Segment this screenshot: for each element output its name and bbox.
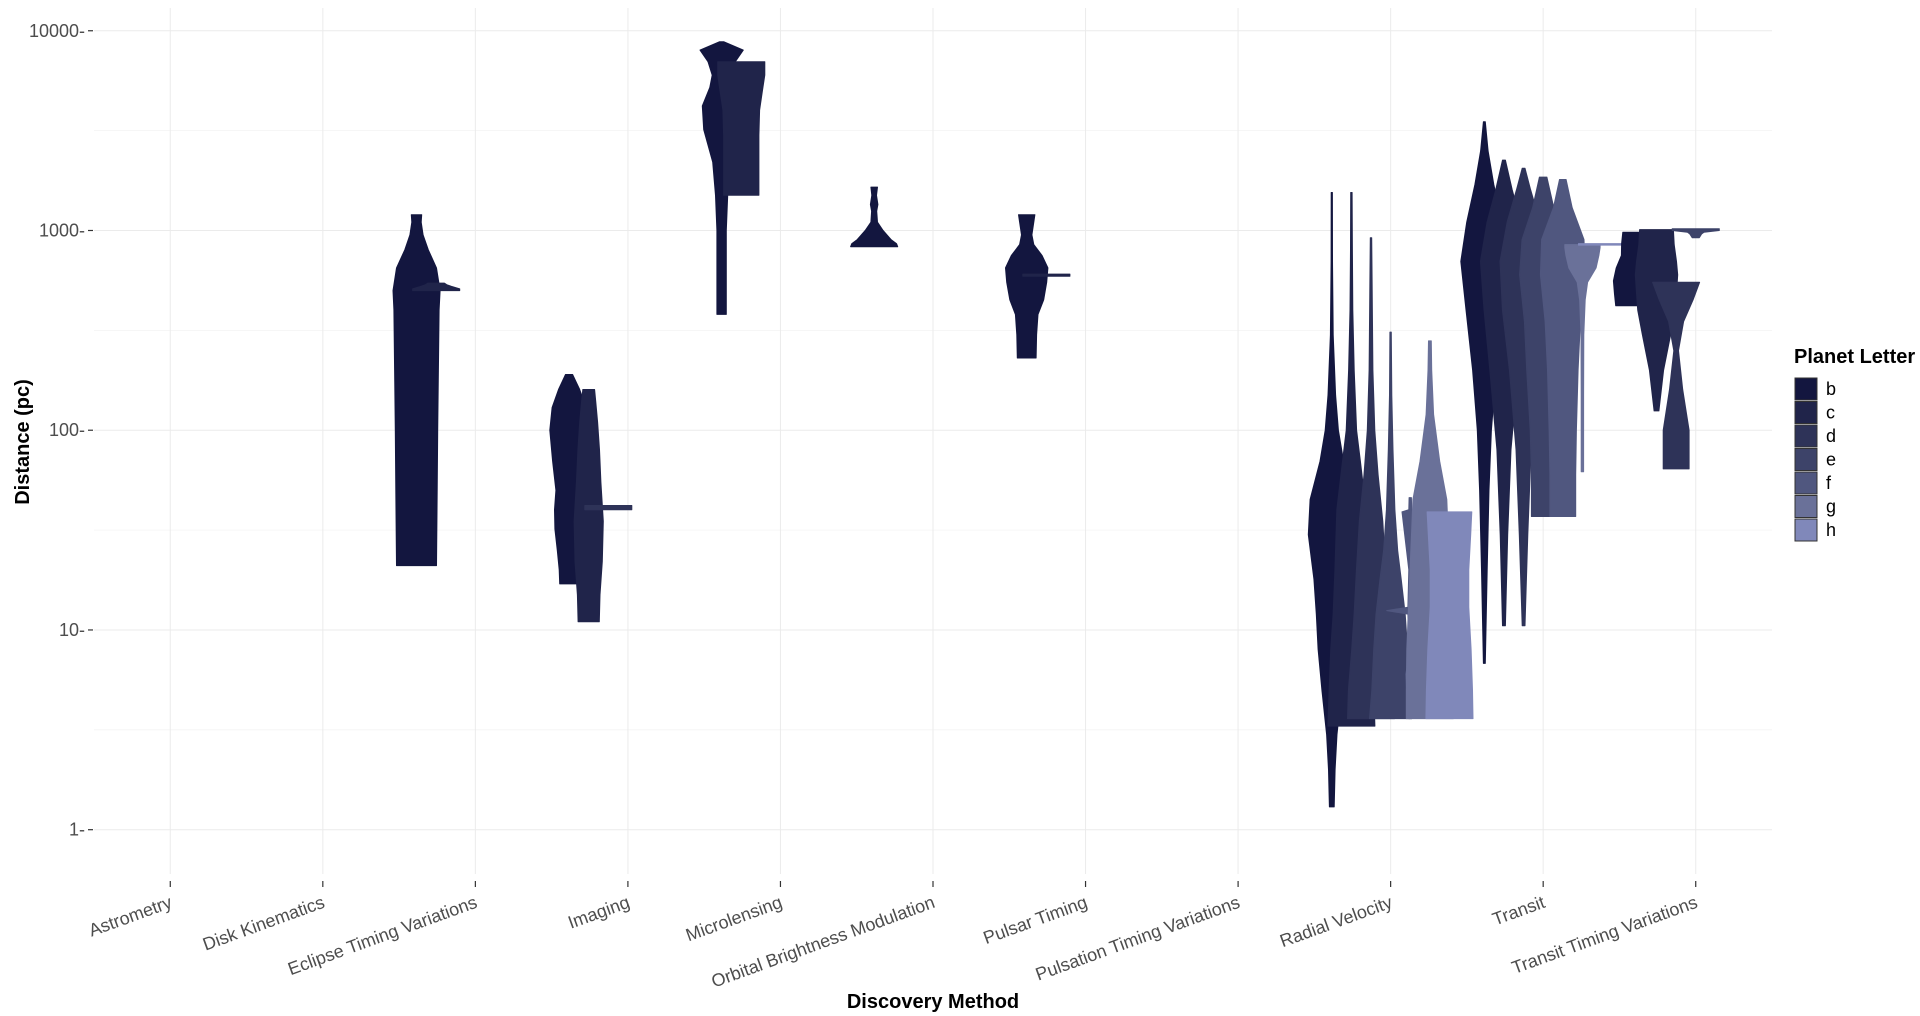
x-tick-label: Radial Velocity <box>1277 892 1395 951</box>
violin-imaging-d <box>584 505 633 511</box>
x-tick-label: Transit <box>1490 892 1548 929</box>
legend-label-h: h <box>1826 520 1836 540</box>
x-tick-label: Pulsar Timing <box>981 892 1090 948</box>
y-tick-label: 10000- <box>29 21 85 41</box>
y-tick-label: 1- <box>69 820 85 840</box>
legend-swatch-d <box>1794 424 1818 448</box>
y-axis-title: Distance (pc) <box>12 379 34 505</box>
y-tick-label: 10- <box>59 620 85 640</box>
legend-label-d: d <box>1826 426 1836 446</box>
x-axis-title: Discovery Method <box>847 991 1019 1013</box>
violin-pulsar-timing-c <box>1022 273 1071 277</box>
legend-label-e: e <box>1826 450 1836 470</box>
legend-label-b: b <box>1826 379 1836 399</box>
y-tick-label: 100- <box>49 420 85 440</box>
legend-label-g: g <box>1826 497 1836 517</box>
violin-radial-velocity-h <box>1425 511 1474 720</box>
x-tick-label: Imaging <box>565 892 632 933</box>
violin-orbital-brightness-modulation-b <box>850 186 899 248</box>
legend-swatch-e <box>1794 448 1818 471</box>
violin-microlensing-c <box>717 61 766 196</box>
legend-label-c: c <box>1826 403 1835 423</box>
violin-transit-h <box>1578 243 1627 246</box>
violin-pulsar-timing-b <box>1005 214 1049 359</box>
violin-eclipse-timing-variations-c <box>412 282 461 292</box>
violin-layer <box>392 41 1720 808</box>
legend-swatch-g <box>1794 495 1818 518</box>
y-tick-label: 1000- <box>39 220 85 240</box>
legend-swatch-f <box>1794 471 1818 495</box>
x-tick-label: Microlensing <box>683 892 785 945</box>
legend-label-f: f <box>1826 473 1832 493</box>
violin-eclipse-timing-variations-b <box>392 214 441 567</box>
violin-radial-velocity-e <box>1369 331 1413 720</box>
violin-transit-timing-variations-e <box>1671 228 1720 239</box>
legend-swatch-b <box>1794 377 1818 401</box>
x-tick-label: Disk Kinematics <box>200 892 327 955</box>
legend-title: Planet Letter <box>1794 346 1915 368</box>
legend-swatch-h <box>1794 518 1818 542</box>
x-tick-label: Astrometry <box>86 892 175 941</box>
axis-layer: 1- 10- 100- 1000- 10000- Astrometry Disk Kinem… <box>29 21 1700 992</box>
legend-swatch-c <box>1794 401 1818 424</box>
violin-transit-timing-variations-d <box>1652 281 1701 470</box>
violin-transit-g <box>1564 244 1601 473</box>
